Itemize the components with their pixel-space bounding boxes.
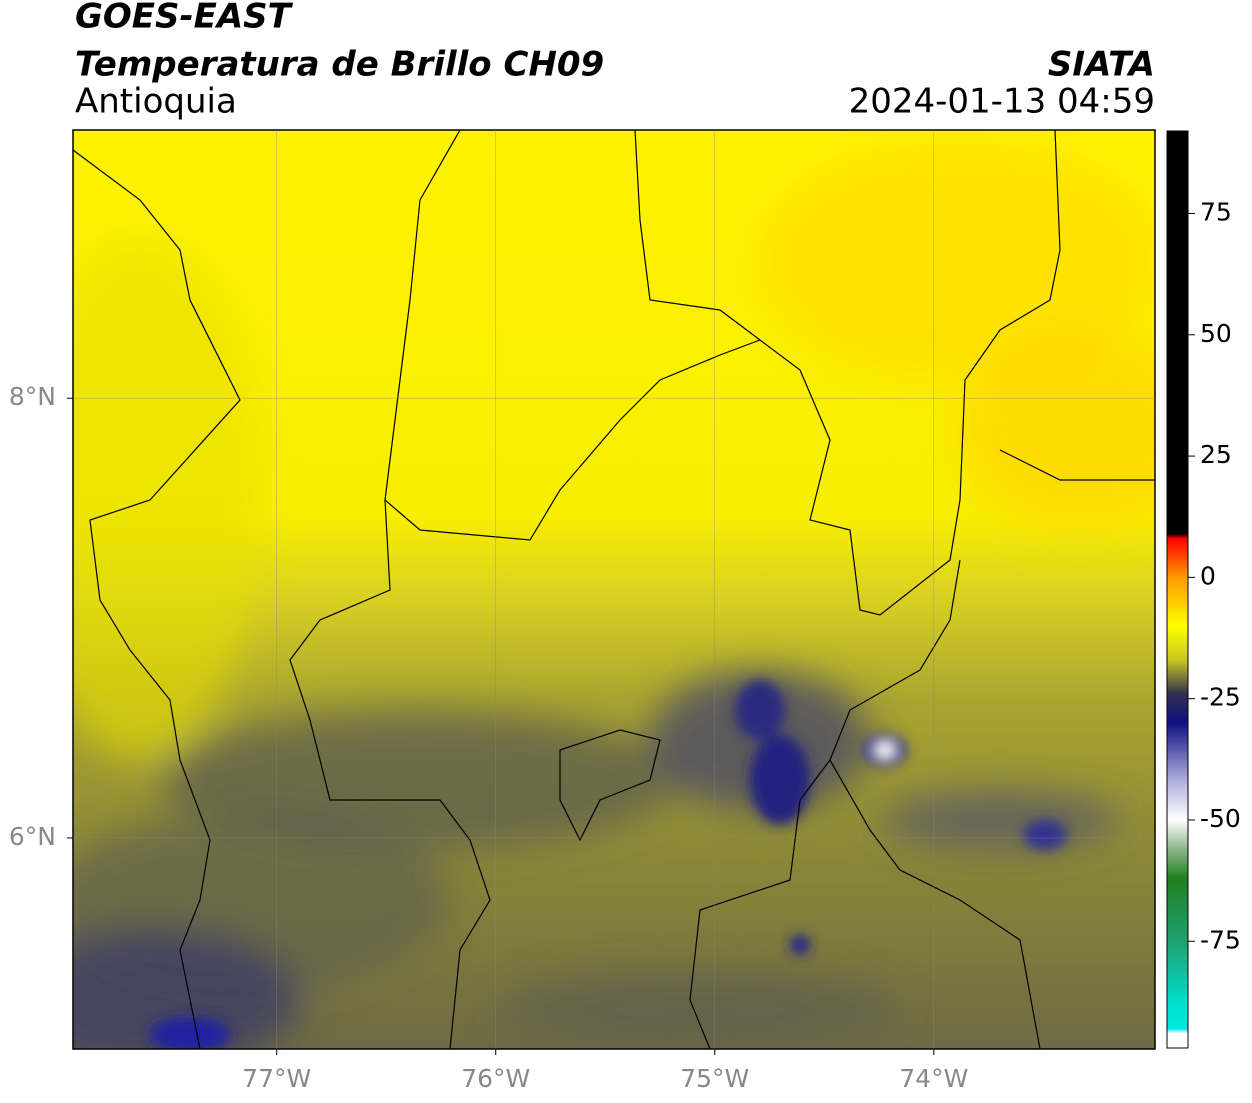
map-frame (72, 129, 1156, 1050)
colorbar-tick-label: -75 (1200, 925, 1241, 954)
title: GOES-EAST (75, 0, 294, 37)
x-tick-label: 75°W (680, 1064, 749, 1093)
source: SIATA (1048, 45, 1155, 85)
x-tick-label: 74°W (899, 1064, 968, 1093)
region: Antioquia (75, 82, 237, 122)
y-tick-label: 8°N (9, 382, 56, 411)
colorbar-tick-label: 50 (1200, 319, 1232, 348)
colorbar-tick-label: -50 (1200, 804, 1241, 833)
x-tick-label: 76°W (461, 1064, 530, 1093)
datetime: 2024-01-13 04:59 (849, 82, 1155, 122)
colorbar-tick-label: 25 (1200, 440, 1232, 469)
subtitle: Temperatura de Brillo CH09 (75, 45, 604, 85)
colorbar-tick-label: 75 (1200, 197, 1232, 226)
colorbar-tick-label: 0 (1200, 561, 1216, 590)
colorbar (1166, 130, 1189, 1049)
x-tick-label: 77°W (242, 1064, 311, 1093)
colorbar-tick-label: -25 (1200, 683, 1241, 712)
map-image (73, 130, 1155, 1049)
y-tick-label: 6°N (9, 822, 56, 851)
